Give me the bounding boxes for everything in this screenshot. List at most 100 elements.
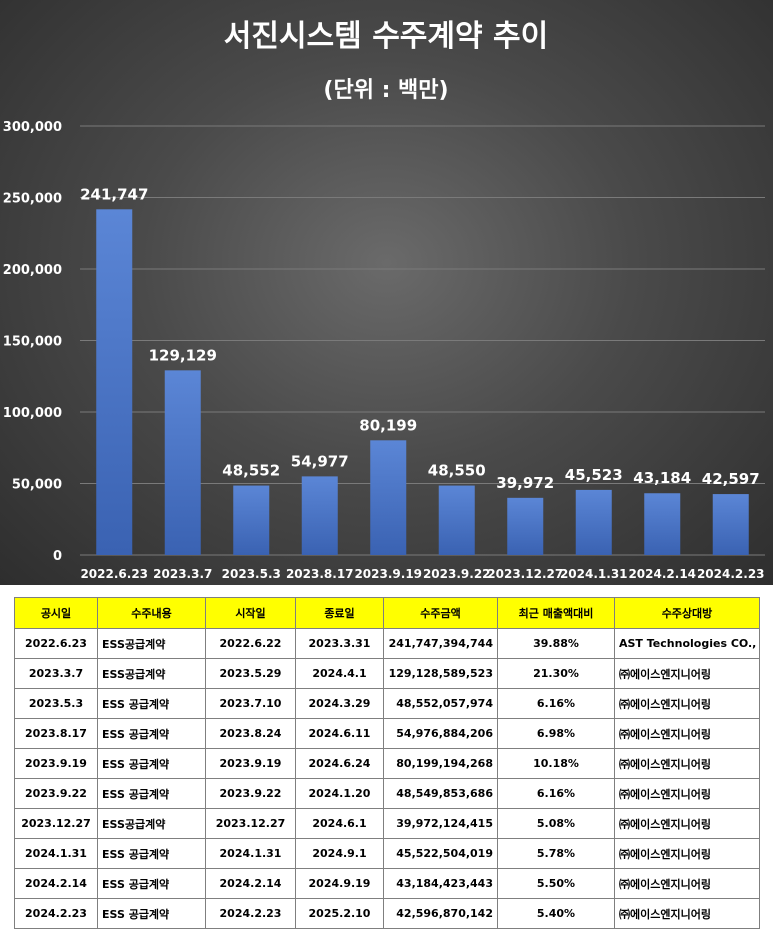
cell-counterparty: ㈜에이스엔지니어링: [614, 718, 760, 749]
cell-end-date: 2024.1.20: [295, 778, 384, 809]
bar-value-label: 48,550: [428, 462, 486, 480]
cell-end-date: 2024.6.24: [295, 748, 384, 779]
bar-value-label: 45,523: [565, 466, 623, 484]
bar-2023.9.19: [370, 440, 407, 555]
cell-counterparty: ㈜에이스엔지니어링: [614, 808, 760, 839]
table-row: 2023.5.3 ESS 공급계약 2023.7.10 2024.3.29 48,552…: [14, 688, 760, 719]
cell-contract-amount: 48,549,853,686: [383, 778, 498, 809]
cell-end-date: 2024.6.1: [295, 808, 384, 839]
bar-2023.5.3: [233, 485, 270, 555]
bar-2023.12.27: [507, 497, 544, 555]
cell-revenue-ratio: 5.50%: [497, 868, 615, 899]
bar-layer: [96, 209, 749, 555]
cell-disclosure-date: 2024.2.23: [14, 898, 98, 929]
bar-value-label: 43,184: [633, 469, 691, 487]
x-category-label: 2023.8.17: [286, 567, 354, 581]
cell-revenue-ratio: 5.40%: [497, 898, 615, 929]
bar-value-label: 42,597: [702, 470, 760, 488]
cell-revenue-ratio: 5.08%: [497, 808, 615, 839]
cell-counterparty: ㈜에이스엔지니어링: [614, 838, 760, 869]
bar-value-label: 80,199: [359, 416, 417, 434]
cell-end-date: 2024.9.1: [295, 838, 384, 869]
cell-contract-amount: 45,522,504,019: [383, 838, 498, 869]
cell-counterparty: ㈜에이스엔지니어링: [614, 748, 760, 779]
cell-contract-amount: 54,976,884,206: [383, 718, 498, 749]
cell-end-date: 2024.9.19: [295, 868, 384, 899]
bar-2023.8.17: [301, 476, 338, 555]
header-revenue-ratio: 최근 매출액대비: [497, 597, 615, 629]
cell-disclosure-date: 2023.8.17: [14, 718, 98, 749]
y-tick-label: 150,000: [3, 335, 62, 350]
cell-disclosure-date: 2023.9.19: [14, 748, 98, 779]
chart-title: 서진시스템 수주계약 추이: [224, 19, 549, 54]
bar-2022.6.23: [96, 209, 133, 555]
cell-revenue-ratio: 6.16%: [497, 688, 615, 719]
chart-panel: 서진시스템 수주계약 추이 (단위 : 백만) 0 50,000 100,000 15…: [0, 0, 773, 585]
cell-contract-content: ESS 공급계약: [97, 778, 206, 809]
y-tick-label: 0: [53, 549, 62, 564]
table-row: 2023.12.27 ESS공급계약 2023.12.27 2024.6.1 39,97…: [14, 808, 760, 839]
y-tick-label: 50,000: [12, 478, 62, 493]
table-row: 2024.2.23 ESS 공급계약 2024.2.23 2025.2.10 42,59…: [14, 898, 760, 929]
cell-counterparty: AST Technologies CO., LTD: [614, 628, 760, 659]
header-contract-amount: 수주금액: [383, 597, 498, 629]
cell-revenue-ratio: 6.98%: [497, 718, 615, 749]
cell-start-date: 2023.5.29: [205, 658, 296, 689]
x-category-label: 2023.3.7: [153, 567, 212, 581]
cell-contract-amount: 42,596,870,142: [383, 898, 498, 929]
bar-2023.9.22: [438, 485, 475, 555]
cell-revenue-ratio: 6.16%: [497, 778, 615, 809]
cell-contract-content: ESS 공급계약: [97, 868, 206, 899]
cell-start-date: 2024.1.31: [205, 838, 296, 869]
cell-disclosure-date: 2024.2.14: [14, 868, 98, 899]
cell-contract-amount: 43,184,423,443: [383, 868, 498, 899]
x-category-label: 2023.9.22: [423, 567, 491, 581]
cell-contract-amount: 48,552,057,974: [383, 688, 498, 719]
cell-contract-content: ESS 공급계약: [97, 718, 206, 749]
cell-contract-content: ESS 공급계약: [97, 838, 206, 869]
table-row: 2023.9.19 ESS 공급계약 2023.9.19 2024.6.24 80,19…: [14, 748, 760, 779]
x-category-label: 2024.2.14: [628, 567, 696, 581]
cell-end-date: 2023.3.31: [295, 628, 384, 659]
bar-value-label: 241,747: [80, 185, 148, 203]
cell-start-date: 2023.8.24: [205, 718, 296, 749]
contract-table-wrapper: 공시일 수주내용 시작일 종료일 수주금액 최근 매출액대비 수주상대방 202…: [14, 597, 760, 929]
bar-2024.2.23: [712, 494, 749, 555]
bar-chart: 서진시스템 수주계약 추이 (단위 : 백만) 0 50,000 100,000 15…: [3, 19, 765, 581]
cell-contract-amount: 80,199,194,268: [383, 748, 498, 779]
cell-contract-amount: 39,972,124,415: [383, 808, 498, 839]
header-counterparty: 수주상대방: [614, 597, 760, 629]
table-row: 2022.6.23 ESS공급계약 2022.6.22 2023.3.31 241,74…: [14, 628, 760, 659]
cell-end-date: 2024.4.1: [295, 658, 384, 689]
cell-start-date: 2022.6.22: [205, 628, 296, 659]
cell-contract-amount: 129,128,589,523: [383, 658, 498, 689]
bar-2024.1.31: [575, 489, 612, 555]
cell-contract-content: ESS 공급계약: [97, 898, 206, 929]
cell-start-date: 2023.9.22: [205, 778, 296, 809]
chart-subtitle: (단위 : 백만): [323, 78, 448, 103]
cell-contract-content: ESS공급계약: [97, 658, 206, 689]
table-row: 2024.2.14 ESS 공급계약 2024.2.14 2024.9.19 43,18…: [14, 868, 760, 899]
cell-disclosure-date: 2024.1.31: [14, 838, 98, 869]
x-category-label: 2023.5.3: [222, 567, 281, 581]
cell-end-date: 2024.6.11: [295, 718, 384, 749]
cell-disclosure-date: 2023.12.27: [14, 808, 98, 839]
cell-start-date: 2023.7.10: [205, 688, 296, 719]
x-category-label: 2022.6.23: [80, 567, 148, 581]
cell-counterparty: ㈜에이스엔지니어링: [614, 868, 760, 899]
cell-start-date: 2023.9.19: [205, 748, 296, 779]
x-category-label: 2024.1.31: [560, 567, 628, 581]
table-row: 2023.3.7 ESS공급계약 2023.5.29 2024.4.1 129,128,…: [14, 658, 760, 689]
cell-end-date: 2024.3.29: [295, 688, 384, 719]
bar-value-label: 39,972: [496, 474, 554, 492]
bar-value-label: 54,977: [291, 452, 349, 470]
cell-start-date: 2024.2.23: [205, 898, 296, 929]
x-category-label: 2024.2.23: [697, 567, 765, 581]
cell-contract-amount: 241,747,394,744: [383, 628, 498, 659]
cell-revenue-ratio: 39.88%: [497, 628, 615, 659]
y-tick-label: 100,000: [3, 406, 62, 421]
cell-start-date: 2023.12.27: [205, 808, 296, 839]
header-start-date: 시작일: [205, 597, 296, 629]
table-header-row: 공시일 수주내용 시작일 종료일 수주금액 최근 매출액대비 수주상대방: [14, 597, 760, 629]
cell-counterparty: ㈜에이스엔지니어링: [614, 898, 760, 929]
